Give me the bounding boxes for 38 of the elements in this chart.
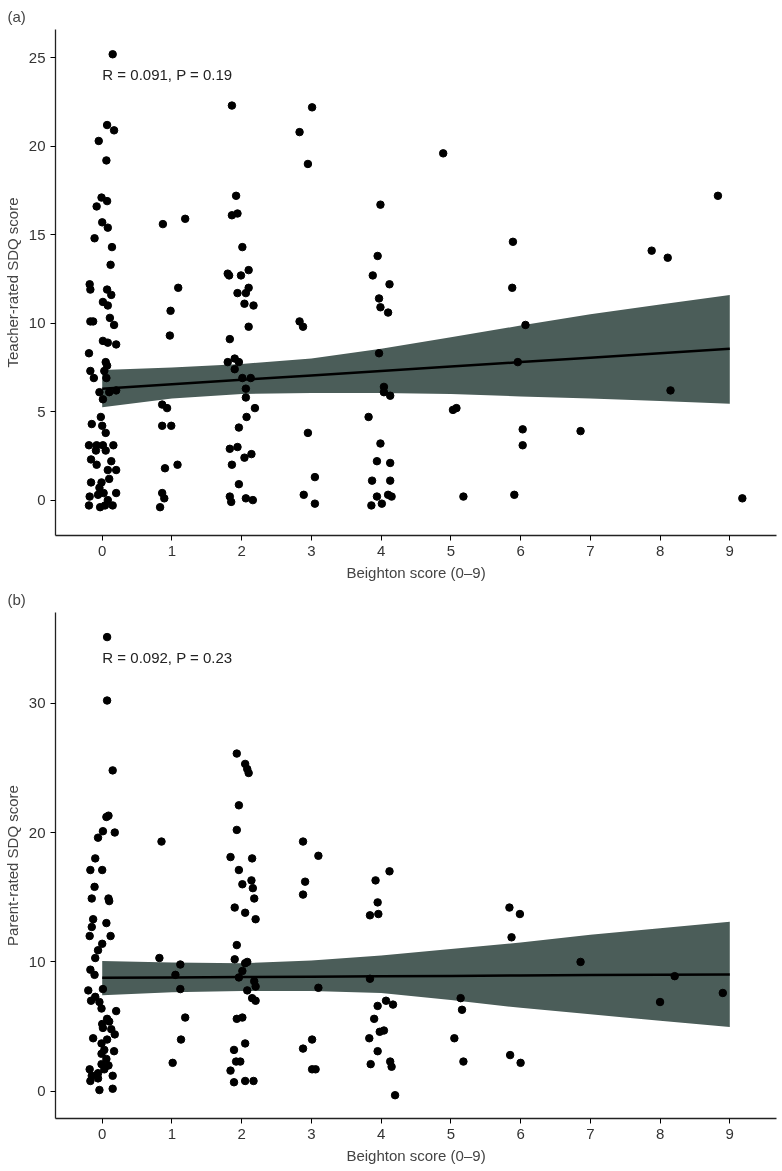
x-tick-label: 9	[725, 541, 734, 559]
x-axis-title: Beighton score (0–9)	[346, 1146, 486, 1164]
x-tick-label: 5	[446, 1124, 456, 1142]
x-tick-label: 5	[446, 541, 456, 559]
x-tick-label: 7	[586, 541, 595, 559]
annotation: R = 0.091, P = 0.19	[102, 65, 233, 83]
annotation: R = 0.092, P = 0.23	[102, 648, 233, 666]
y-axis-title: Parent-rated SDQ score	[3, 785, 21, 946]
y-tick-label: 0	[37, 491, 46, 509]
x-tick-label: 9	[725, 1124, 734, 1142]
x-tick-label: 8	[655, 541, 665, 559]
x-tick-label: 0	[98, 541, 107, 559]
chart-title: (a)	[7, 7, 26, 25]
y-tick-label: 20	[28, 137, 46, 155]
y-axis-title: Teacher-rated SDQ score	[3, 197, 21, 368]
x-tick-label: 0	[98, 1124, 107, 1142]
x-tick-label: 2	[237, 541, 246, 559]
y-tick-label: 5	[37, 402, 46, 420]
x-tick-label: 3	[307, 1124, 316, 1142]
y-tick-label: 30	[28, 694, 46, 712]
y-tick-label: 0	[37, 1082, 46, 1100]
x-tick-label: 6	[516, 541, 525, 559]
x-tick-label: 4	[376, 1124, 386, 1142]
y-tick-label: 25	[28, 48, 46, 66]
x-tick-label: 6	[516, 1124, 525, 1142]
x-tick-label: 4	[376, 541, 386, 559]
x-tick-label: 1	[167, 541, 177, 559]
x-tick-label: 2	[237, 1124, 246, 1142]
y-tick-label: 20	[28, 823, 46, 841]
x-tick-label: 1	[167, 1124, 177, 1142]
x-tick-label: 8	[655, 1124, 665, 1142]
x-axis-title: Beighton score (0–9)	[346, 563, 486, 581]
y-tick-label: 10	[28, 314, 46, 332]
y-tick-label: 10	[28, 952, 46, 970]
x-tick-label: 7	[586, 1124, 595, 1142]
x-tick-label: 3	[307, 541, 316, 559]
y-tick-label: 15	[28, 225, 46, 243]
chart-title: (b)	[7, 590, 26, 608]
